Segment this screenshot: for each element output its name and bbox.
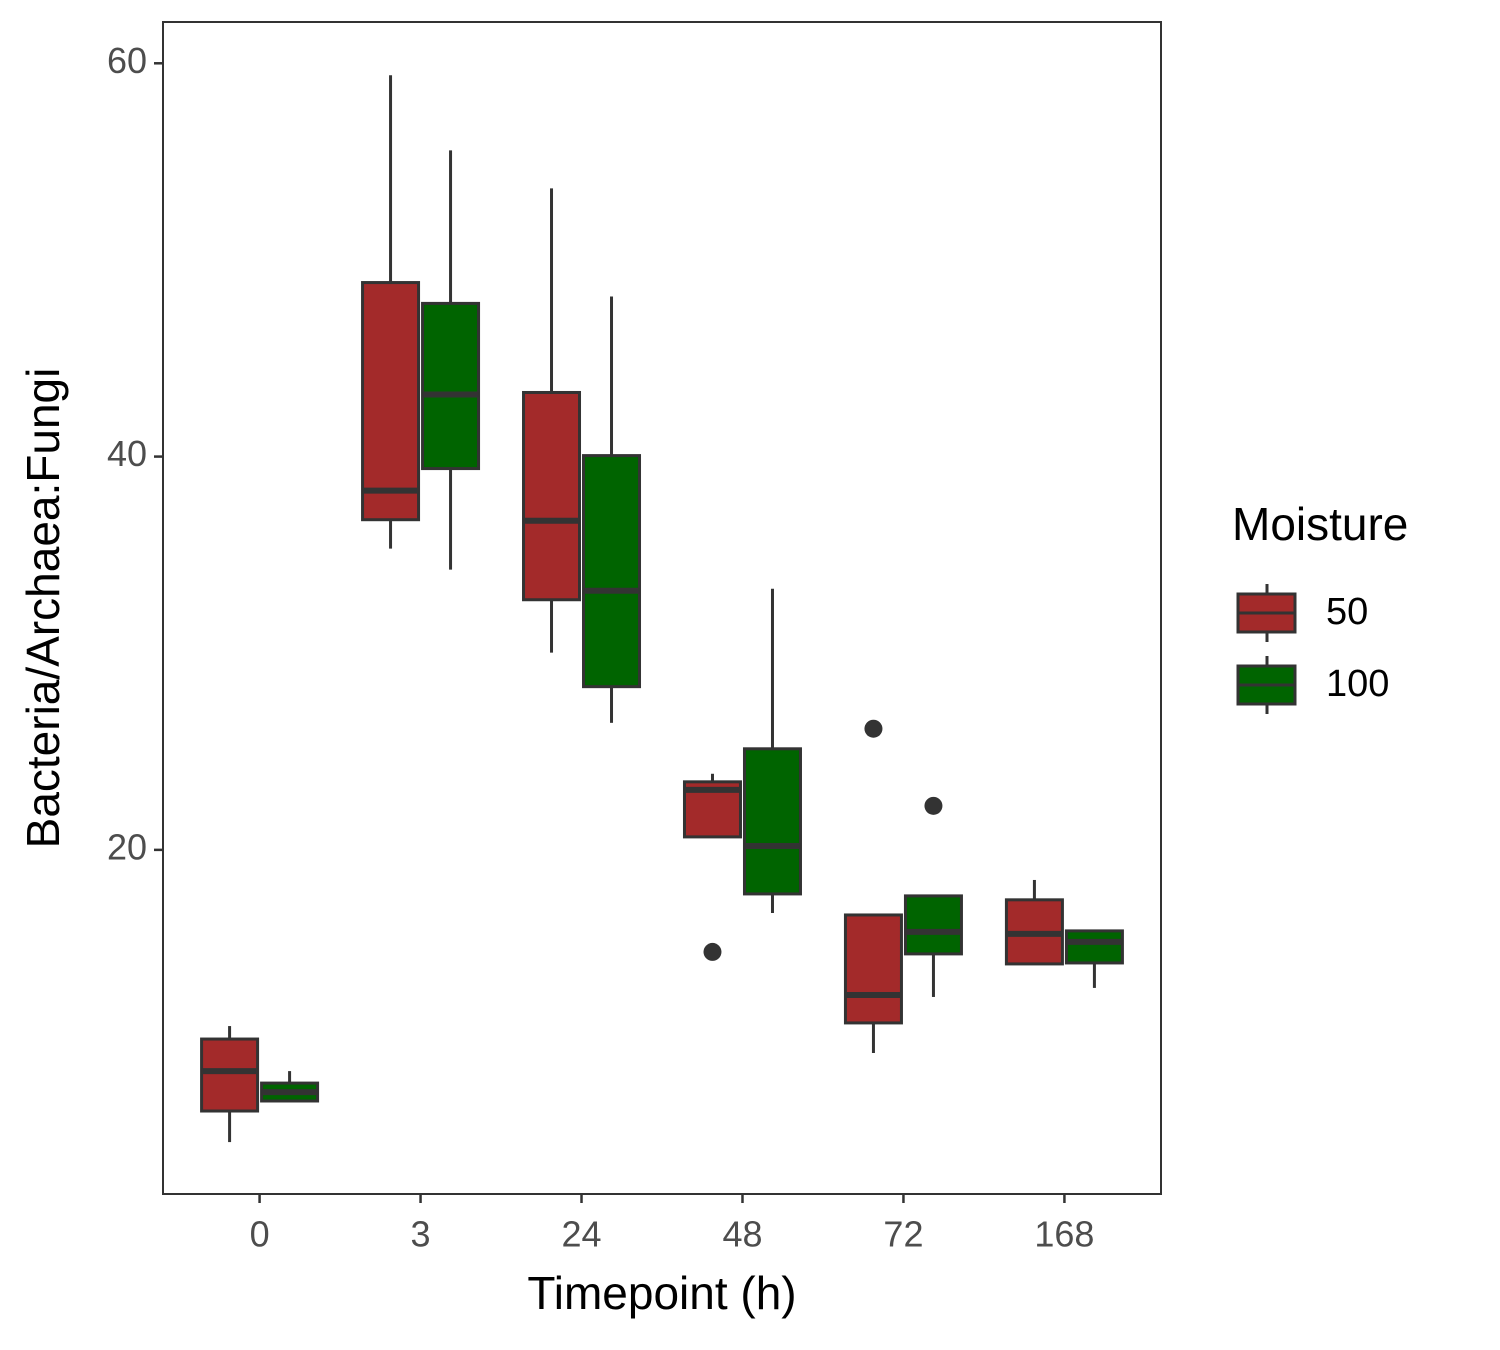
x-tick-label: 72 <box>883 1214 923 1255</box>
box <box>582 454 642 689</box>
box <box>843 913 903 1025</box>
box <box>742 747 802 896</box>
x-tick-label: 3 <box>411 1214 431 1255</box>
legend-label: 50 <box>1326 591 1368 633</box>
x-axis-title: Timepoint (h) <box>527 1267 796 1319</box>
y-tick-label: 40 <box>107 433 147 474</box>
outlier <box>703 942 722 961</box>
legend-title: Moisture <box>1232 498 1408 550</box>
legend-label: 100 <box>1326 663 1389 705</box>
y-tick-label: 20 <box>107 826 147 867</box>
x-tick-label: 168 <box>1034 1214 1094 1255</box>
box <box>1064 929 1124 965</box>
box <box>421 301 481 471</box>
y-axis-title: Bacteria/Archaea:Fungi <box>17 368 69 849</box>
box <box>361 281 421 522</box>
box <box>522 390 582 602</box>
x-tick-label: 48 <box>722 1214 762 1255</box>
y-tick-label: 60 <box>107 40 147 81</box>
box <box>200 1037 260 1113</box>
outlier <box>924 796 943 815</box>
x-tick-label: 24 <box>561 1214 601 1255</box>
panel-border <box>162 21 1162 1195</box>
outlier <box>864 719 883 738</box>
box <box>903 894 963 956</box>
x-tick-label: 0 <box>250 1214 270 1255</box>
